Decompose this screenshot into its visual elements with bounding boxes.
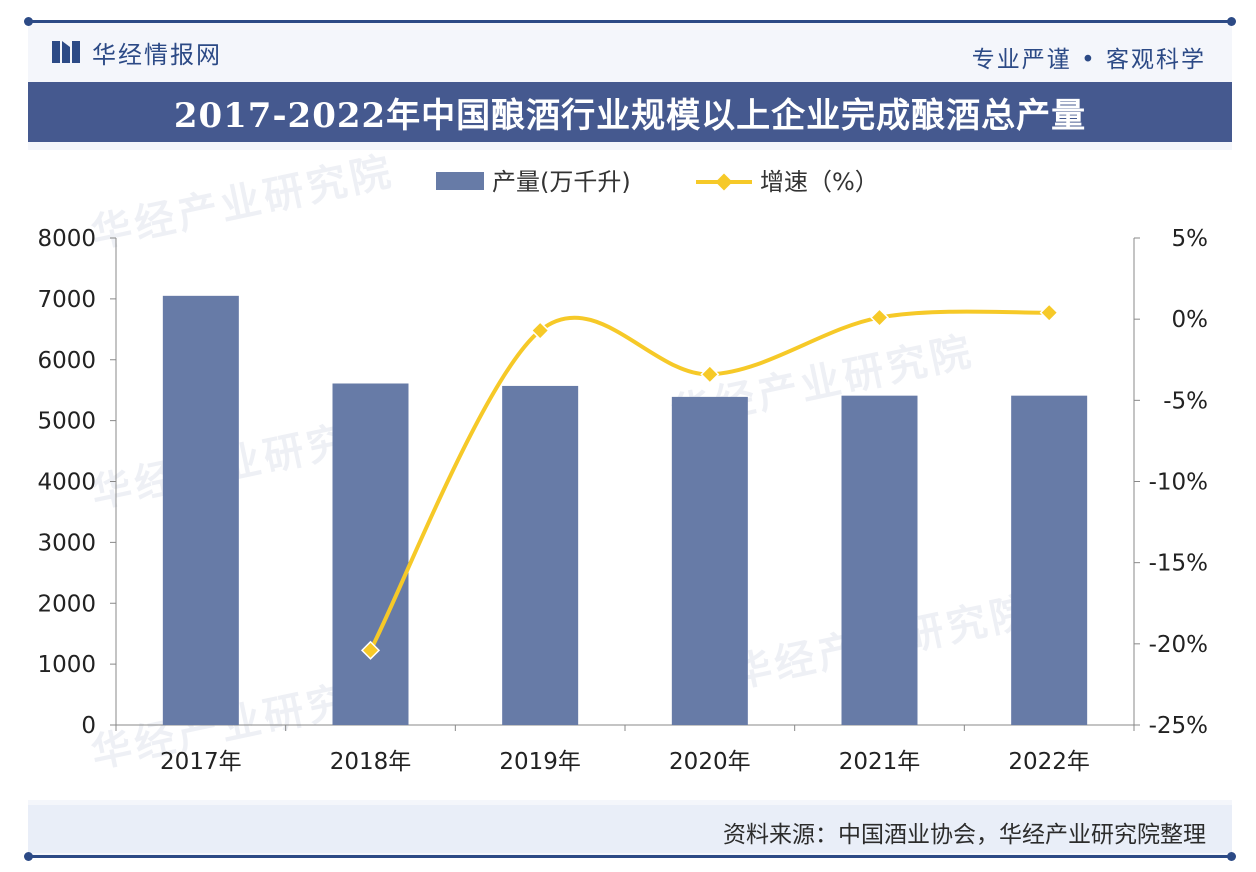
title-bar: 2017-2022年中国酿酒行业规模以上企业完成酿酒总产量	[28, 82, 1232, 142]
y-right-tick-label: 0%	[1172, 307, 1209, 333]
source-note: 资料来源：中国酒业协会，华经产业研究院整理	[723, 822, 1206, 848]
chart-title: 2017-2022年中国酿酒行业规模以上企业完成酿酒总产量	[173, 95, 1087, 136]
y-right-tick-label: -20%	[1149, 632, 1208, 658]
y-right-tick-label: 5%	[1172, 226, 1209, 252]
y-left-tick-label: 0	[81, 713, 96, 739]
bar	[332, 383, 409, 725]
line-point	[869, 307, 890, 328]
x-tick-label: 2021年	[839, 749, 921, 775]
y-left-tick-label: 8000	[37, 226, 96, 252]
y-left-tick-label: 3000	[37, 530, 96, 556]
slogan: 专业严谨 • 客观科学	[971, 47, 1206, 73]
plot-area: 华经产业研究院 华经产业研究院 华经产业研究院 华经产业研究院 华经产业研究院 …	[28, 148, 1232, 800]
bar	[1011, 395, 1088, 725]
x-tick-label: 2017年	[160, 749, 242, 775]
chart-svg: 产量(万千升) 增速（%） 0 1000 2000 3000 4000 5000 6000 700…	[37, 168, 1209, 775]
y-left-tick-label: 5000	[37, 409, 96, 435]
line-point	[360, 640, 381, 660]
top-rule	[24, 17, 1236, 26]
legend-line-marker	[715, 173, 733, 191]
y-left-tick-label: 1000	[37, 652, 96, 678]
line-point	[700, 364, 720, 384]
x-tick-label: 2020年	[669, 749, 751, 775]
legend-line-label: 增速（%）	[760, 168, 879, 196]
bottom-rule	[24, 852, 1236, 861]
x-tick-label: 2022年	[1008, 749, 1090, 775]
y-right-tick-label: -15%	[1149, 551, 1208, 577]
y-right-tick-label: -10%	[1149, 470, 1208, 496]
footer: 资料来源：中国酒业协会，华经产业研究院整理	[28, 805, 1232, 853]
logo-icon	[52, 41, 80, 63]
y-right-tick-label: -5%	[1163, 388, 1208, 414]
growth-line	[368, 309, 1050, 652]
y-left-tick-label: 7000	[37, 287, 96, 313]
y-right-tick-label: -25%	[1149, 713, 1208, 739]
bar	[162, 295, 239, 725]
logo: 华经情报网	[52, 38, 222, 69]
brand-name: 华经情报网	[92, 40, 222, 69]
legend-bar-swatch	[436, 172, 484, 190]
x-tick-label: 2019年	[499, 749, 581, 775]
line-point	[530, 320, 550, 341]
bar	[841, 395, 918, 725]
bar	[671, 396, 748, 725]
line-point	[1039, 303, 1059, 323]
y-left-tick-label: 4000	[37, 470, 96, 496]
y-left-tick-label: 2000	[37, 591, 96, 617]
legend-bar-label: 产量(万千升)	[492, 168, 631, 196]
x-tick-label: 2018年	[330, 749, 412, 775]
bar	[502, 385, 579, 725]
header: 华经情报网 专业严谨 • 客观科学	[28, 28, 1232, 76]
y-left-tick-label: 6000	[37, 348, 96, 374]
